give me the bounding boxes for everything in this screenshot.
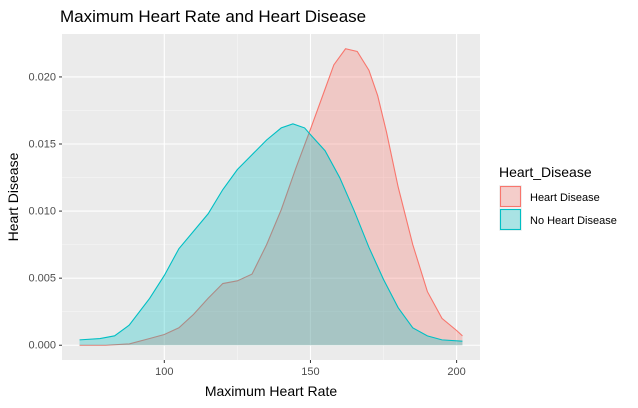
area-heart-disease <box>79 48 463 346</box>
y-tick-label: 0.015 <box>28 139 56 151</box>
x-tick-label: 100 <box>155 366 173 378</box>
y-tick-label: 0.005 <box>28 273 56 285</box>
legend-key <box>499 185 522 208</box>
x-tick-label: 200 <box>447 366 465 378</box>
y-tick-label: 0.010 <box>28 206 56 218</box>
chart-title: Maximum Heart Rate and Heart Disease <box>60 7 366 26</box>
legend-entry-label: Heart Disease <box>530 192 600 204</box>
x-axis-label: Maximum Heart Rate <box>205 383 337 399</box>
area-no-heart-disease <box>79 123 463 346</box>
legend-key <box>499 208 522 231</box>
y-tick-label: 0.000 <box>28 340 56 352</box>
x-tick-label: 150 <box>301 366 319 378</box>
legend-title: Heart_Disease <box>499 164 592 180</box>
legend-key-background <box>499 185 522 208</box>
minor-gridlines <box>62 34 480 360</box>
legend-key-background <box>499 208 522 231</box>
legend: Heart_Disease Heart Disease No Heart Dise… <box>499 164 617 231</box>
plot-panel <box>62 34 480 360</box>
major-gridlines <box>62 34 480 360</box>
line-heart-disease <box>79 48 463 346</box>
y-tick-label: 0.020 <box>28 71 56 83</box>
y-axis-label: Heart Disease <box>5 152 21 241</box>
line-no-heart-disease <box>79 123 463 342</box>
legend-entry-label: No Heart Disease <box>530 215 617 227</box>
y-axis: 0.000 0.005 0.010 0.015 0.020 <box>28 71 62 352</box>
x-axis: 100 150 200 <box>155 360 466 378</box>
legend-entries: Heart Disease No Heart Disease <box>499 185 617 231</box>
density-areas <box>79 48 463 346</box>
